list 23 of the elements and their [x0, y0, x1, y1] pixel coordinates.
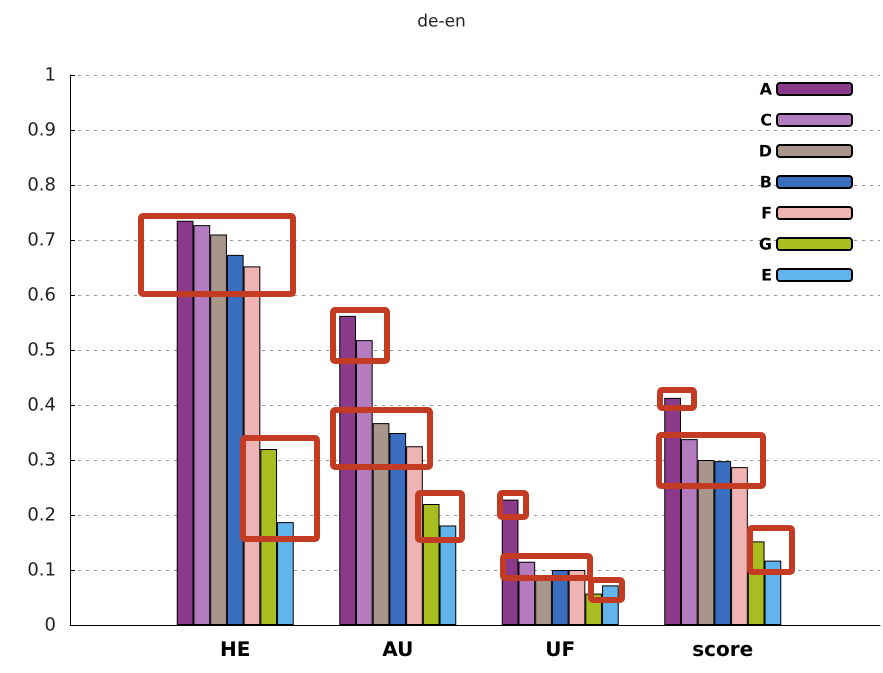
legend-label: G	[758, 234, 772, 254]
legend-label: E	[761, 266, 772, 284]
y-tick-label: 0.9	[27, 120, 56, 140]
legend-label: F	[761, 204, 772, 222]
y-tick-label: 0.1	[27, 560, 56, 580]
legend-label: D	[758, 142, 772, 160]
x-tick-label: UF	[545, 637, 576, 661]
x-tick-label: HE	[220, 637, 250, 661]
y-tick-label: 0.4	[27, 394, 56, 416]
legend-label: B	[760, 172, 772, 192]
y-tick-label: 0.5	[27, 340, 56, 360]
y-tick-label: 0.2	[27, 504, 56, 526]
y-tick-label: 0.3	[27, 450, 56, 470]
y-tick-label: 0.8	[27, 174, 56, 196]
legend-label: A	[760, 80, 773, 98]
y-tick-label: 0	[44, 614, 56, 636]
y-tick-label: 0.7	[27, 230, 56, 250]
x-tick-label: score	[692, 637, 754, 661]
chart-title: de-en	[417, 12, 466, 32]
y-tick-label: 1	[44, 64, 56, 86]
y-tick-label: 0.6	[27, 284, 56, 306]
legend-label: C	[760, 110, 772, 130]
x-tick-label: AU	[382, 637, 414, 661]
